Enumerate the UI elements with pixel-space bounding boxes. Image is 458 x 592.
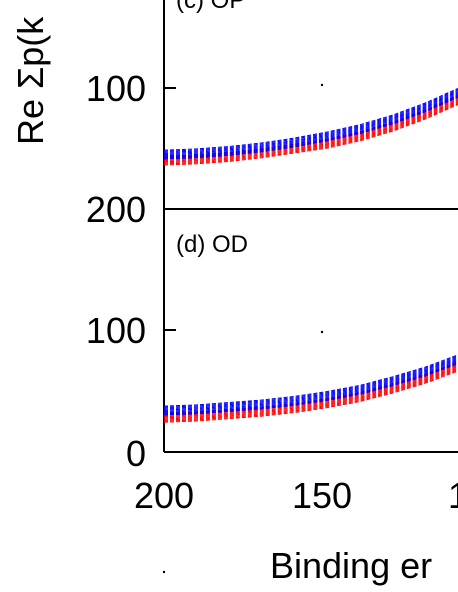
panel-c-series-1-strand bbox=[163, 96, 458, 160]
panel-c-series-1-strand bbox=[163, 92, 458, 156]
panel-c-series-0-strand bbox=[163, 101, 458, 164]
panel-d-series-0-strand bbox=[163, 365, 458, 418]
panel-c-series-0-strand bbox=[163, 102, 458, 165]
panel-d-series-1-strand bbox=[163, 357, 458, 410]
panel-c-series-group bbox=[163, 87, 458, 166]
panel-d-series-1-strand bbox=[163, 355, 458, 408]
panel-d-series-group bbox=[163, 354, 458, 423]
panel-d-series-0-strand bbox=[163, 370, 458, 423]
panel-d-series-1-strand bbox=[163, 359, 458, 413]
panel-d: (d) OD 100 0 200 150 1 Binding er bbox=[86, 209, 458, 586]
panel-d-series-1-strand bbox=[163, 356, 458, 409]
panel-d-dot bbox=[320, 330, 324, 334]
panel-c-series-1-strand bbox=[163, 93, 458, 157]
panel-d-tick-label-0: 0 bbox=[126, 433, 146, 474]
panel-c-tick-label-100: 100 bbox=[86, 68, 146, 109]
panel-d-series-0-strand bbox=[163, 366, 458, 419]
panel-d-series-0-strand bbox=[163, 367, 458, 420]
panel-c-series-1-strand bbox=[163, 87, 458, 151]
panel-d-series-1-strand bbox=[163, 358, 458, 411]
panel-c-series-0-strand bbox=[163, 99, 458, 162]
panel-c-series-1-strand bbox=[163, 91, 458, 154]
panel-c-label: (c) OP bbox=[176, 0, 245, 14]
panel-c-series-0-strand bbox=[163, 104, 458, 166]
panel-d-tick-label-100: 100 bbox=[86, 310, 146, 351]
y-axis-label: Re Σp(k bbox=[10, 16, 51, 145]
panel-d-series-1-strand bbox=[163, 363, 458, 416]
x-tick-label-partial: 1 bbox=[448, 475, 458, 516]
panel-c: (c) OP 100 200 bbox=[86, 0, 458, 230]
panel-c-dot bbox=[320, 83, 324, 87]
x-axis-label: Binding er bbox=[270, 545, 432, 586]
panel-c-tick-label-200: 200 bbox=[86, 189, 146, 230]
panel-c-series-1-strand bbox=[163, 95, 458, 159]
panel-c-series-1-strand bbox=[163, 89, 458, 152]
panel-d-series-1-strand bbox=[163, 362, 458, 415]
panel-c-series-1-strand bbox=[163, 90, 458, 153]
x-tick-label-200: 200 bbox=[134, 475, 194, 516]
panel-d-series-0-strand bbox=[163, 363, 458, 417]
panel-d-series-0-strand bbox=[163, 369, 458, 422]
panel-d-series-1-strand bbox=[163, 361, 458, 414]
bottom-dot bbox=[162, 570, 166, 574]
x-tick-label-150: 150 bbox=[292, 475, 352, 516]
panel-c-series-0-strand bbox=[163, 100, 458, 163]
panel-d-label: (d) OD bbox=[176, 231, 248, 258]
panel-c-series-1-strand bbox=[163, 94, 458, 158]
panel-d-series-1-strand bbox=[163, 354, 458, 407]
panel-c-series-0-strand bbox=[163, 98, 458, 160]
panel-d-series-0-strand bbox=[163, 368, 458, 421]
